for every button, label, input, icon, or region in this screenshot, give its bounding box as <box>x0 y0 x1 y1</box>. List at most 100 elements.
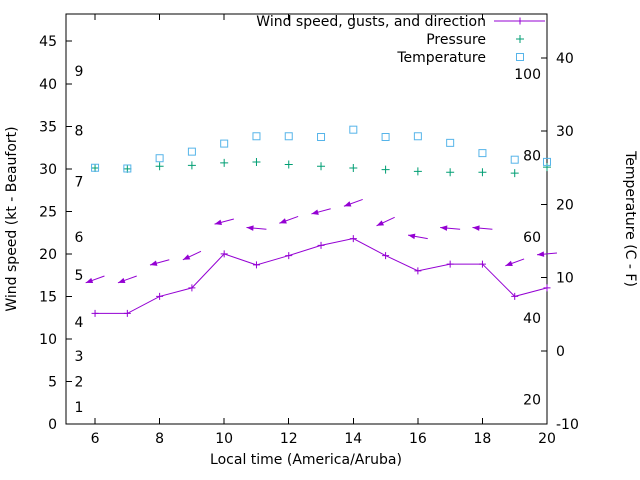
right-tick-label: 0 <box>556 344 565 360</box>
gust-arrow-head <box>537 251 545 257</box>
legend-samples-layer <box>494 17 545 61</box>
x-axis-title: Local time (America/Aruba) <box>210 452 402 468</box>
beaufort-label: 9 <box>75 64 84 80</box>
pressure-point <box>413 167 422 176</box>
wind-speed-point <box>156 292 164 300</box>
left-tick-label: 45 <box>39 34 57 50</box>
temperature-point <box>413 132 422 141</box>
gust-arrow-head <box>505 260 513 267</box>
pressure-point <box>381 165 390 174</box>
legend-label-pressure: Pressure <box>426 32 486 48</box>
wind-speed-point <box>446 260 454 268</box>
pressure-point <box>543 163 551 172</box>
left-tick-label: 20 <box>39 247 57 263</box>
gust-arrow-head <box>85 277 94 284</box>
gust-arrow-head <box>376 220 385 226</box>
pressure-point <box>510 169 519 178</box>
x-tick-label: 6 <box>91 431 100 447</box>
plot-border <box>65 13 548 425</box>
right-axis-title: Temperature (C - F) <box>622 150 638 287</box>
wind-speed-point <box>188 284 196 292</box>
left-tick-label: 25 <box>39 204 57 220</box>
temperature-point <box>155 154 164 163</box>
wind-speed-point <box>123 309 131 317</box>
legend-label-temperature: Temperature <box>396 50 486 66</box>
left-tick-label: 10 <box>39 332 57 348</box>
fahrenheit-label: 60 <box>523 230 541 246</box>
gust-arrow-head <box>279 218 287 224</box>
beaufort-label: 5 <box>75 268 84 284</box>
right-tick-label: -10 <box>556 417 579 433</box>
pressure-point <box>284 160 293 169</box>
wind-speed-point <box>285 252 293 260</box>
x-tick-label: 10 <box>215 431 233 447</box>
x-tick-label: 16 <box>409 431 427 447</box>
wind-speed-line <box>95 238 548 314</box>
pressure-point <box>478 168 487 177</box>
right-tick-label: 30 <box>556 124 574 140</box>
wind-speed-point <box>414 267 422 275</box>
temperature-point <box>381 133 390 141</box>
gust-arrow-head <box>440 225 448 231</box>
gust-arrow-head <box>311 209 319 215</box>
wind-speed-point <box>317 241 325 249</box>
pressure-point <box>446 168 455 177</box>
left-tick-label: 30 <box>39 162 57 178</box>
wind-speed-point <box>349 235 357 243</box>
gust-arrow-head <box>246 225 254 231</box>
wind-speed-point <box>511 292 519 300</box>
temperature-point <box>252 132 261 141</box>
left-axis-title: Wind speed (kt - Beaufort) <box>4 126 20 311</box>
gust-arrow-head <box>472 225 480 231</box>
x-tick-label: 20 <box>538 431 556 447</box>
pressure-point <box>252 158 261 167</box>
fahrenheit-label: 100 <box>514 67 541 83</box>
beaufort-label: 6 <box>75 230 84 246</box>
legend-sample-wind-point <box>516 17 524 25</box>
left-tick-label: 40 <box>39 77 57 93</box>
left-tick-label: 35 <box>39 119 57 135</box>
gust-arrow-head <box>117 277 126 284</box>
temperature-point <box>123 164 132 173</box>
pressure-point <box>317 162 326 171</box>
temperature-point <box>543 157 551 166</box>
beaufort-label: 3 <box>75 349 84 365</box>
beaufort-label: 2 <box>75 374 84 390</box>
temperature-point <box>187 147 196 156</box>
gust-arrow-head <box>214 219 222 226</box>
temperature-point <box>510 155 519 164</box>
temperature-point <box>349 125 358 134</box>
x-tick-label: 12 <box>280 431 298 447</box>
legend-label-wind: Wind speed, gusts, and direction <box>256 14 486 30</box>
x-tick-label: 18 <box>474 431 492 447</box>
wind-speed-point <box>220 250 228 258</box>
temperature-point <box>284 132 293 141</box>
pressure-point <box>349 163 358 172</box>
pressure-point <box>155 162 164 171</box>
temperature-point <box>220 139 229 148</box>
left-tick-label: 5 <box>48 374 57 390</box>
legend-sample-temperature <box>516 53 524 61</box>
right-tick-label: 40 <box>556 51 574 67</box>
right-tick-label: 10 <box>556 271 574 287</box>
fahrenheit-label: 20 <box>523 393 541 409</box>
temperature-point <box>91 163 100 172</box>
temperature-point <box>446 138 455 147</box>
beaufort-label: 1 <box>75 400 84 416</box>
gust-arrow-head <box>408 233 416 240</box>
fahrenheit-label: 40 <box>523 311 541 327</box>
x-tick-label: 14 <box>344 431 362 447</box>
left-tick-label: 15 <box>39 289 57 305</box>
wind-speed-point <box>91 309 99 317</box>
beaufort-label: 7 <box>75 175 84 191</box>
legend-sample-pressure <box>516 35 524 43</box>
left-tick-label: 0 <box>48 417 57 433</box>
pressure-point <box>123 164 132 173</box>
series-layer <box>85 125 558 317</box>
wind-speed-point <box>252 261 260 269</box>
pressure-point <box>187 161 196 170</box>
right-tick-label: 20 <box>556 197 574 213</box>
